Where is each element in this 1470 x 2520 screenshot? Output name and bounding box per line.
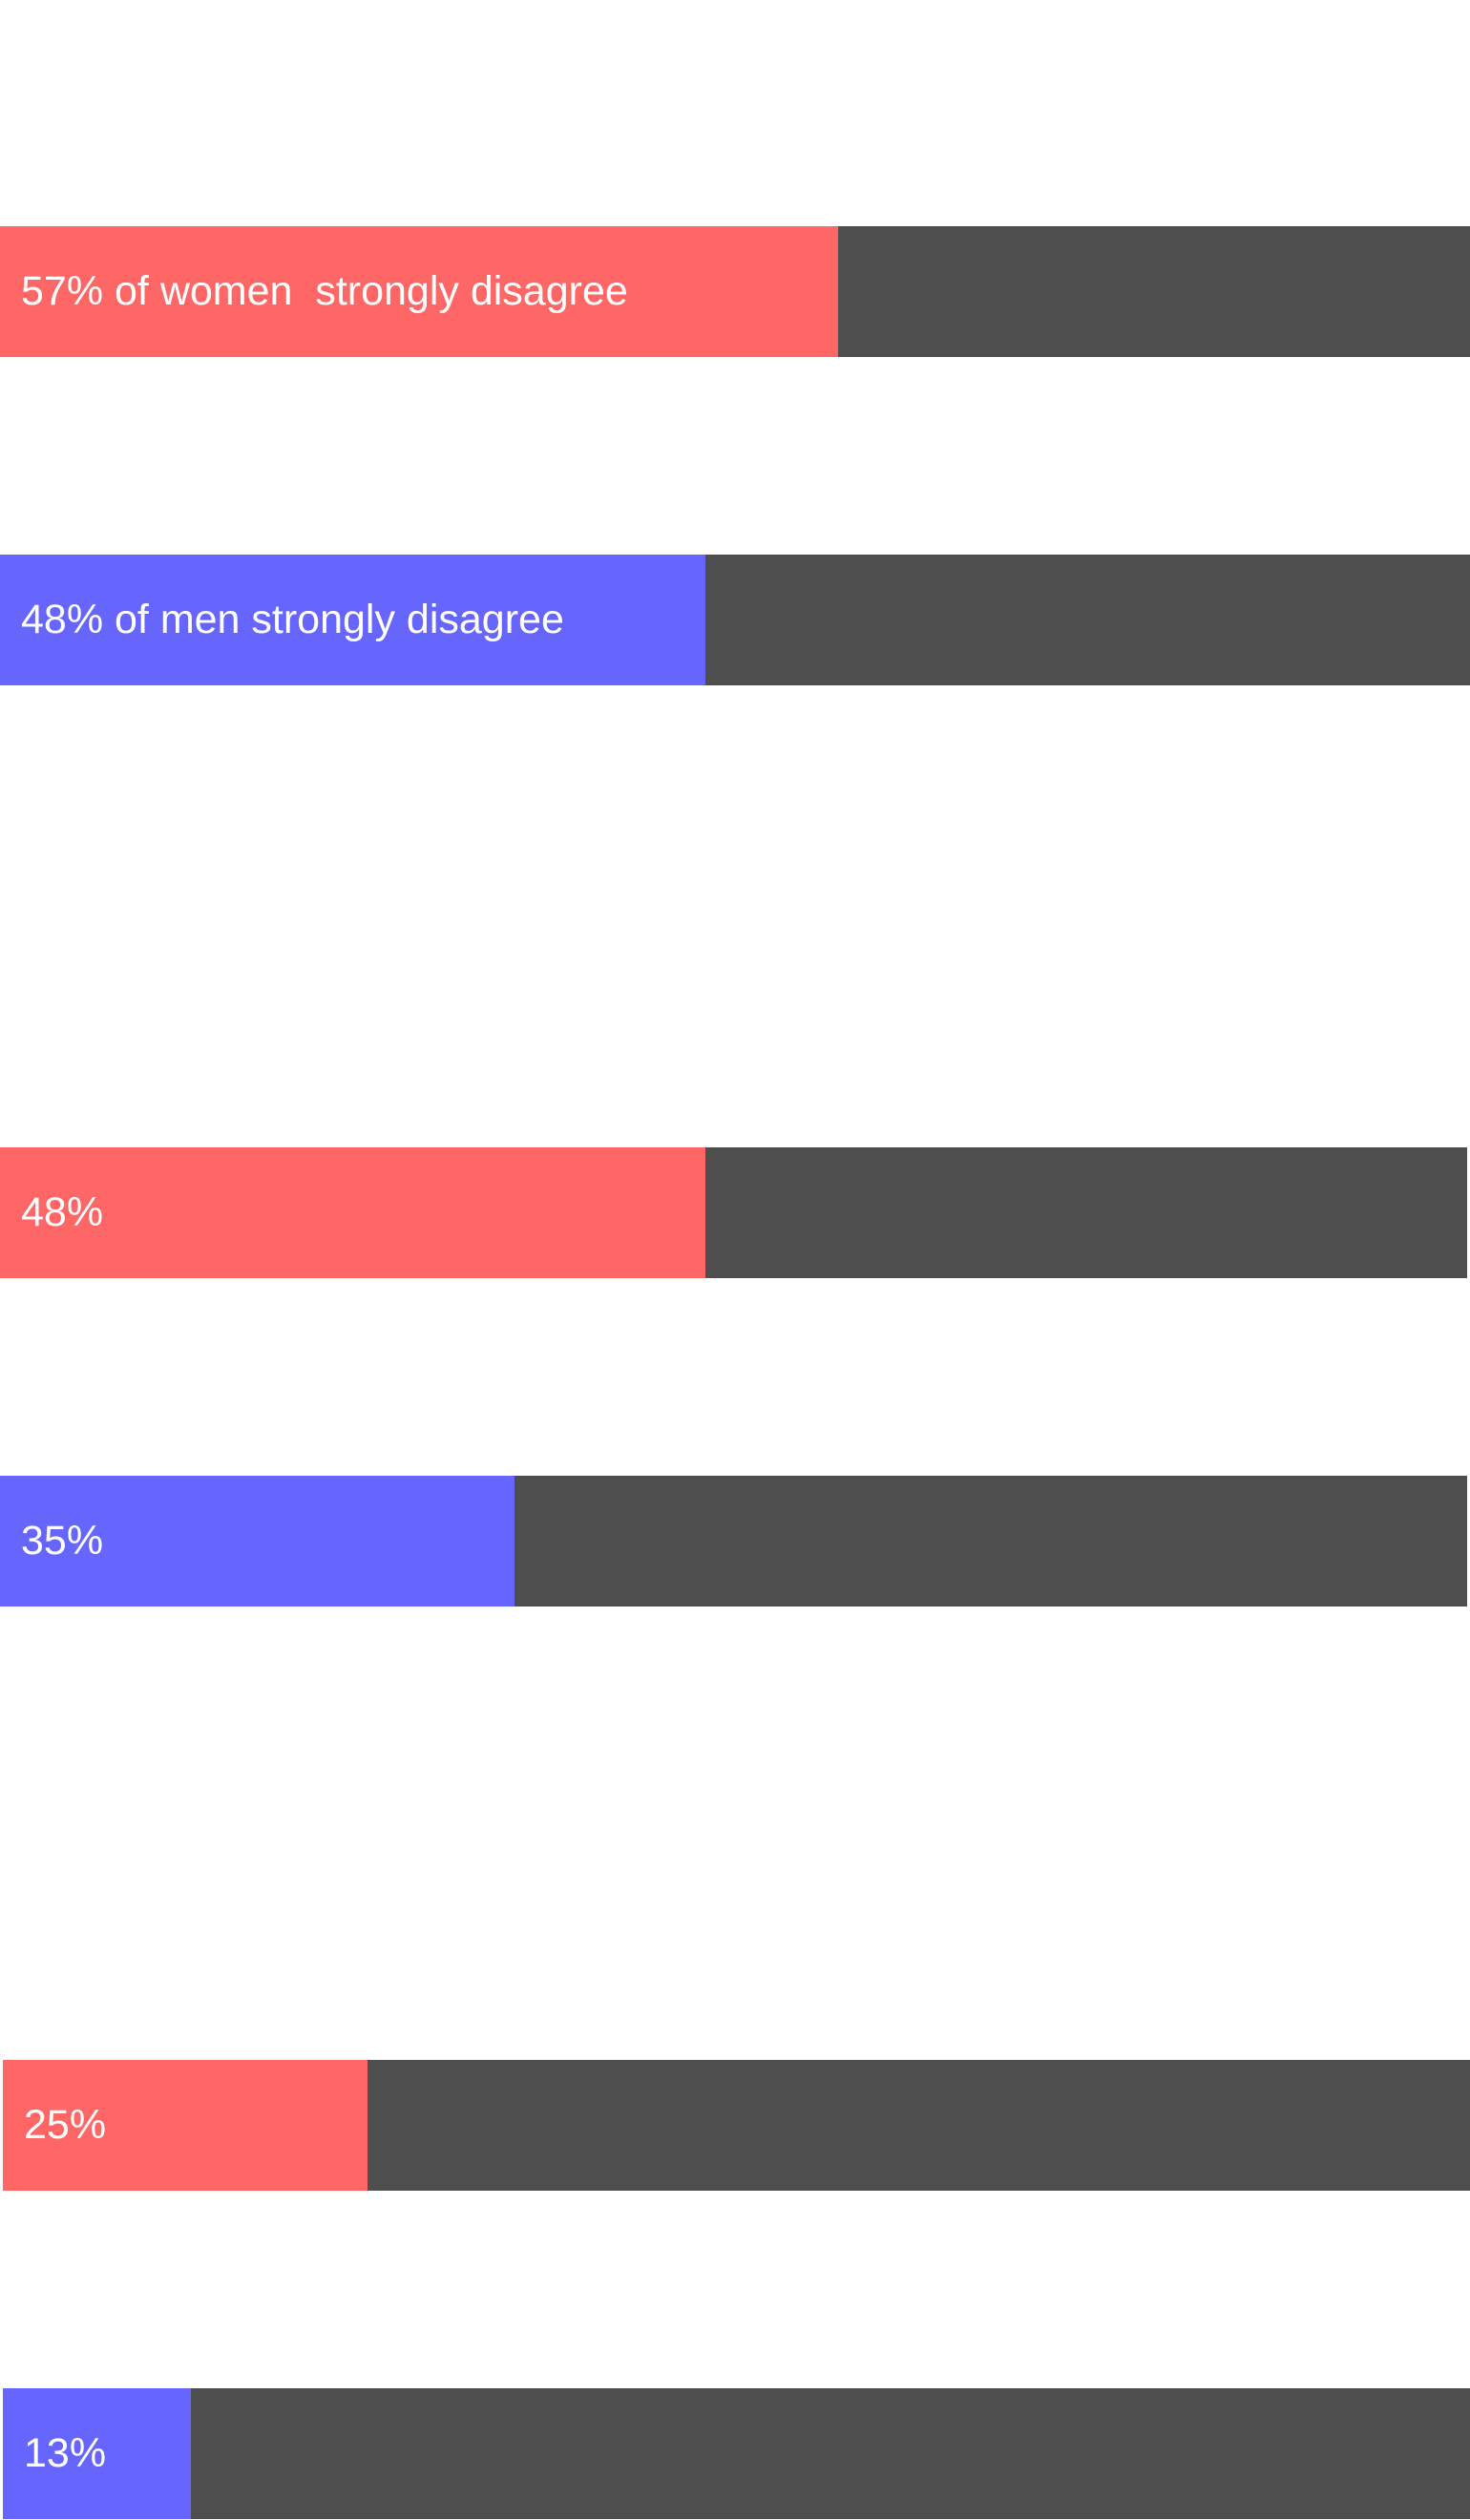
bar-label-women: 57% of women strongly disagree xyxy=(21,268,628,314)
bar-label-men: 48% of men strongly disagree xyxy=(21,597,564,642)
bar-label-men: 35% xyxy=(21,1518,104,1564)
bar-label-women: 48% xyxy=(21,1189,104,1235)
bar-men xyxy=(3,2388,191,2519)
bar-track-women: 48% xyxy=(0,1147,1467,1278)
bar-track-men: 48% of men strongly disagree xyxy=(0,555,1470,685)
bar-men xyxy=(0,1476,514,1606)
bar-label-women: 25% xyxy=(24,2102,107,2148)
bar-men xyxy=(0,555,705,685)
bar-track-women: 57% of women strongly disagree xyxy=(0,226,1470,357)
bar-women xyxy=(0,1147,705,1278)
bar-women xyxy=(0,226,838,357)
bar-track-women: 25% xyxy=(3,2060,1470,2191)
bar-women xyxy=(3,2060,368,2191)
bar-label-men: 13% xyxy=(24,2430,107,2476)
bar-track-men: 13% xyxy=(3,2388,1470,2519)
bar-track-men: 35% xyxy=(0,1476,1467,1606)
